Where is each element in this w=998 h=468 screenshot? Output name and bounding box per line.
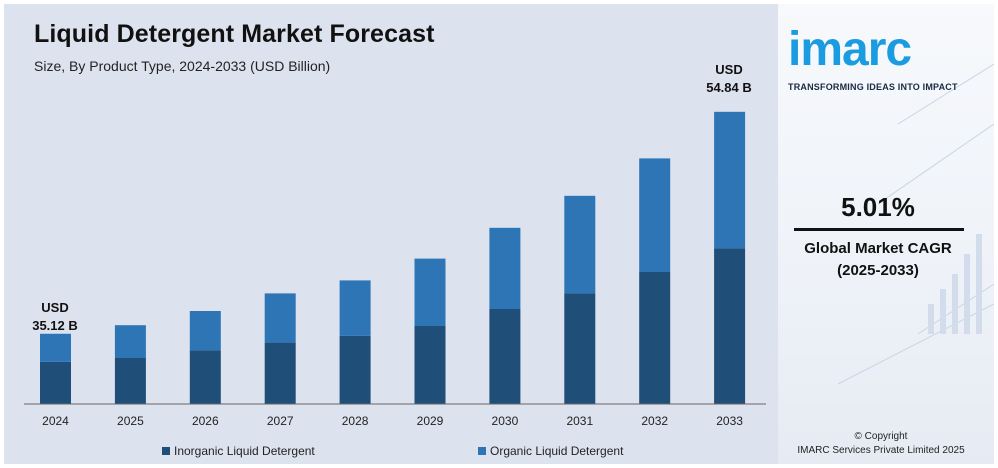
bar-organic-2028 [339,280,371,336]
bar-inorganic-2029 [414,326,446,404]
bar-group [40,111,746,404]
x-tick-2033: 2033 [716,414,743,428]
tagline: TRANSFORMING IDEAS INTO IMPACT [788,82,958,92]
chart-title: Liquid Detergent Market Forecast [34,20,435,48]
x-tick-2028: 2028 [342,414,369,428]
imarc-logo: imarc [788,23,912,76]
chart-subtitle: Size, By Product Type, 2024-2033 (USD Bi… [34,58,331,74]
legend-item-inorganic: Inorganic Liquid Detergent [162,444,315,458]
bar-inorganic-2027 [264,342,296,404]
x-tick-labels: 2024 2025 2026 2027 2028 2029 2030 2031 2032 2033 [42,414,743,428]
bar-organic-2024 [40,333,71,362]
bar-organic-2032 [639,158,671,272]
copyright: © Copyright IMARC Services Private Limit… [778,430,984,458]
bar-organic-2029 [414,258,446,326]
cagr-label-line1: Global Market CAGR [804,240,952,257]
legend-swatch-inorganic [162,447,170,455]
callout-start-usd: USD [41,300,68,315]
x-tick-2024: 2024 [42,414,69,428]
bar-inorganic-2028 [339,335,371,404]
x-tick-2025: 2025 [117,414,144,428]
chart-panel: Liquid Detergent Market Forecast Size, B… [4,4,778,464]
bar-inorganic-2033 [714,248,746,404]
bar-organic-2030 [489,227,521,309]
bar-inorganic-2025 [114,358,146,404]
bar-organic-2027 [264,293,296,343]
legend-item-organic: Organic Liquid Detergent [478,444,623,458]
cagr-value: 5.01% [841,192,915,222]
bar-organic-2025 [114,325,146,358]
bar-chart-plot: 2024 2025 2026 2027 2028 2029 2030 2031 2032 2033… [24,62,766,428]
side-panel: imarc TRANSFORMING IDEAS INTO IMPACT 5.0… [778,4,994,464]
bar-inorganic-2024 [40,361,71,404]
bar-inorganic-2032 [639,272,671,404]
bar-inorganic-2030 [489,309,521,404]
cagr-label-line2: (2025-2033) [837,261,919,279]
legend-label-organic: Organic Liquid Detergent [490,444,624,458]
cagr-label: Global Market CAGR (2025-2033) [778,238,978,282]
callout-end-usd: USD [715,62,742,77]
bar-inorganic-2026 [189,350,221,404]
bar-inorganic-2031 [564,293,596,404]
cagr-divider [794,228,964,231]
bar-organic-2031 [564,195,596,294]
copyright-line2: IMARC Services Private Limited 2025 [797,445,965,456]
bar-organic-2026 [189,311,221,351]
bar-organic-2033 [714,111,746,249]
copyright-line1: © Copyright [854,431,908,442]
x-tick-2029: 2029 [417,414,444,428]
x-tick-2026: 2026 [192,414,219,428]
legend-label-inorganic: Inorganic Liquid Detergent [174,444,315,458]
background-decoration [837,63,994,385]
x-tick-2032: 2032 [641,414,668,428]
x-tick-2030: 2030 [492,414,519,428]
x-tick-2027: 2027 [267,414,294,428]
legend-swatch-organic [478,447,486,455]
x-tick-2031: 2031 [566,414,593,428]
callout-end-value: 54.84 B [706,80,752,95]
callout-start-value: 35.12 B [32,318,78,333]
